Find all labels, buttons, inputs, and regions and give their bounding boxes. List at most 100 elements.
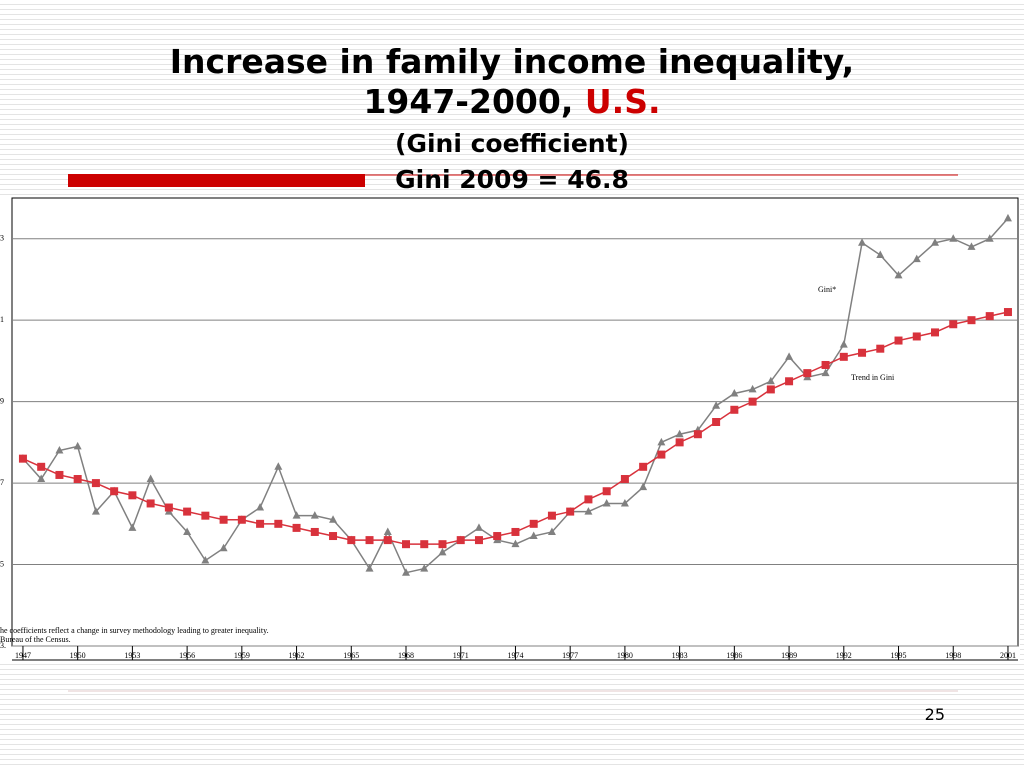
point: [529, 531, 538, 540]
point: [438, 540, 447, 549]
subtitle2: Gini 2009 = 46.8: [395, 165, 629, 194]
point: [128, 491, 137, 500]
point: [967, 316, 976, 325]
point: [310, 511, 319, 519]
point: [730, 388, 739, 397]
point: [292, 523, 301, 532]
point: [383, 527, 392, 535]
x-tick-label: 1956: [179, 651, 195, 660]
point: [110, 487, 119, 496]
point: [766, 376, 775, 385]
x-tick-label: 1947: [15, 651, 31, 660]
point: [639, 462, 648, 471]
y-tick-label: 7: [0, 478, 4, 487]
point: [274, 519, 283, 528]
x-tick-label: 1986: [726, 651, 742, 660]
point: [347, 536, 356, 545]
point: [219, 543, 228, 552]
point: [858, 238, 867, 246]
x-tick-label: 2001: [1000, 651, 1016, 660]
point: [420, 540, 429, 549]
point: [1003, 308, 1012, 317]
point: [365, 564, 374, 572]
point: [292, 511, 301, 519]
x-tick-label: 1950: [70, 651, 86, 660]
title: Increase in family income inequality,: [170, 42, 854, 81]
point: [785, 377, 794, 386]
point: [821, 360, 830, 369]
point: [693, 430, 702, 439]
point: [876, 250, 885, 259]
y-tick-label: 3.: [0, 641, 6, 650]
point: [657, 450, 666, 459]
point: [566, 507, 575, 516]
point: [164, 503, 173, 512]
point: [894, 336, 903, 345]
point: [912, 332, 921, 341]
point: [438, 547, 447, 556]
point: [511, 539, 520, 548]
x-tick-label: 1977: [562, 651, 578, 660]
point: [55, 470, 64, 479]
x-tick-label: 1989: [781, 651, 797, 660]
point: [894, 270, 903, 279]
point: [402, 540, 411, 549]
x-tick-label: 1968: [398, 651, 414, 660]
x-tick-label: 1965: [343, 651, 359, 660]
point: [329, 515, 338, 523]
point: [657, 437, 666, 446]
point: [766, 385, 775, 394]
x-tick-label: 1974: [507, 651, 523, 660]
series-label: Gini*: [818, 285, 836, 294]
point: [985, 312, 994, 321]
point: [912, 254, 921, 263]
point: [949, 234, 958, 242]
point: [402, 568, 411, 576]
point: [237, 515, 246, 524]
point: [183, 527, 192, 535]
point: [511, 527, 520, 536]
point: [493, 532, 502, 541]
point: [712, 401, 721, 409]
point: [858, 348, 867, 357]
point: [931, 328, 940, 337]
point: [803, 369, 812, 378]
x-tick-label: 1971: [453, 651, 469, 660]
x-tick-label: 1953: [124, 651, 140, 660]
point: [219, 515, 228, 524]
point: [201, 511, 210, 520]
point: [967, 242, 976, 250]
point: [256, 519, 265, 528]
x-tick-label: 1980: [617, 651, 633, 660]
y-tick-label: 5: [0, 559, 4, 568]
point: [602, 487, 611, 496]
footnote: Bureau of the Census.: [0, 635, 71, 644]
point: [748, 397, 757, 406]
point: [18, 454, 27, 463]
subtitle: (Gini coefficient): [395, 129, 629, 158]
page-number: 25: [925, 705, 945, 724]
x-tick-label: 1983: [672, 651, 688, 660]
point: [949, 320, 958, 329]
point: [37, 474, 46, 483]
point: [146, 474, 155, 483]
point: [620, 475, 629, 484]
point: [931, 238, 940, 246]
point: [547, 527, 556, 535]
point: [310, 527, 319, 536]
point: [712, 418, 721, 426]
point: [146, 499, 155, 508]
point: [839, 352, 848, 361]
accent-bar: [68, 174, 365, 187]
point: [256, 503, 265, 511]
x-tick-label: 1998: [945, 651, 961, 660]
chart-bg: [0, 196, 1020, 663]
title-line2: 1947-2000,: [363, 82, 573, 121]
point: [639, 482, 648, 491]
point: [876, 344, 885, 353]
point: [584, 507, 593, 515]
point: [456, 536, 465, 545]
point: [529, 519, 538, 528]
point: [183, 507, 192, 516]
